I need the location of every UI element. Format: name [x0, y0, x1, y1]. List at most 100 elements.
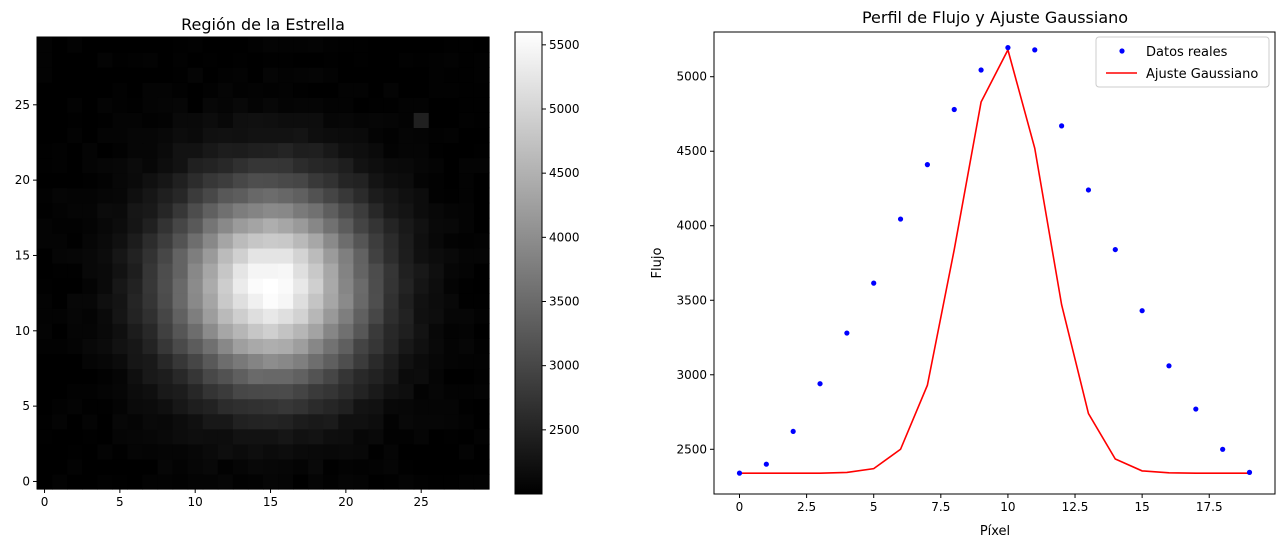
heatmap-cell: [428, 52, 445, 68]
heatmap-cell: [398, 172, 415, 189]
heatmap-cell: [187, 443, 204, 460]
heatmap-cell: [112, 157, 128, 174]
heatmap-cell: [278, 67, 294, 83]
heatmap-cell: [428, 458, 445, 475]
heatmap-cell: [172, 202, 189, 219]
heatmap-cell: [37, 383, 53, 400]
heatmap-cell: [473, 187, 490, 204]
heatmap-cell: [67, 202, 83, 219]
colorbar-gradient: [514, 31, 543, 495]
heatmap-cell: [443, 353, 460, 370]
heatmap-cell: [338, 368, 354, 385]
heatmap-cell: [142, 398, 159, 415]
heatmap-cell: [172, 383, 189, 400]
heatmap-cell: [247, 398, 264, 415]
heatmap-cell: [413, 458, 430, 475]
heatmap-cell: [157, 202, 174, 219]
heatmap-cell: [217, 338, 234, 354]
heatmap-cell: [383, 263, 400, 279]
heatmap-cell: [37, 413, 53, 430]
heatmap-cell: [458, 172, 475, 189]
heatmap-cell: [37, 202, 53, 219]
heatmap-cell: [232, 443, 249, 460]
heatmap-cell: [293, 247, 309, 264]
heatmap-cell: [142, 157, 159, 174]
heatmap-cell: [308, 398, 324, 415]
heatmap-cell: [458, 428, 475, 445]
heatmap-cell: [293, 202, 309, 219]
heatmap-cell: [82, 368, 98, 385]
heatmap-cell: [443, 323, 460, 339]
heatmap-cell: [247, 428, 264, 445]
heatmap-cell: [443, 398, 460, 415]
heatmap-cell: [142, 263, 159, 279]
heatmap-cell: [413, 172, 430, 189]
heatmap-cell: [82, 353, 98, 370]
heatmap-cell: [37, 247, 53, 264]
heatmap-cell: [323, 67, 339, 83]
heatmap-cell: [202, 82, 219, 98]
heatmap-cell: [458, 353, 475, 370]
heatmap-cell: [127, 52, 144, 68]
heatmap-cell: [308, 52, 324, 68]
legend-label-datos: Datos reales: [1146, 45, 1228, 60]
heatmap-cell: [368, 187, 385, 204]
heatmap-cell: [67, 473, 83, 490]
heatmap-cell: [82, 278, 98, 294]
heatmap-cell: [202, 97, 219, 113]
heatmap-cell: [37, 187, 53, 204]
heatmap-cell: [202, 323, 219, 339]
heatmap-cell: [323, 443, 339, 460]
heatmap-cell: [473, 278, 490, 294]
heatmap-cell: [473, 398, 490, 415]
heatmap-cell: [247, 37, 264, 53]
heatmap-cell: [263, 413, 279, 430]
heatmap-cell: [368, 263, 385, 279]
heatmap-cell: [217, 428, 234, 445]
heatmap-cell: [413, 338, 430, 354]
heatmap-cell: [67, 368, 83, 385]
heatmap-cell: [278, 37, 294, 53]
heatmap-cell: [383, 112, 400, 128]
heatmap-cell: [157, 157, 174, 174]
heatmap-cell: [278, 308, 294, 324]
heatmap-cell: [127, 263, 144, 279]
heatmap-cell: [338, 97, 354, 113]
heatmap-cell: [187, 413, 204, 430]
heatmap-cell: [278, 127, 294, 144]
heatmap-cell: [398, 127, 415, 144]
heatmap-cell: [97, 127, 113, 144]
heatmap-cells: [37, 37, 490, 490]
heatmap-cell: [157, 82, 174, 98]
heatmap-cell: [112, 473, 128, 490]
heatmap-cell: [202, 263, 219, 279]
series-line-ajuste-gaussiano: [739, 47, 1250, 474]
data-point-datos-reales: [1112, 246, 1118, 253]
heatmap-cell: [293, 97, 309, 113]
heatmap-cell: [97, 157, 113, 174]
heatmap-cell: [82, 97, 98, 113]
heatmap-cell: [247, 263, 264, 279]
heatmap-cell: [368, 383, 385, 400]
heatmap-cell: [187, 127, 204, 144]
heatmap-cell: [232, 172, 249, 189]
heatmap-cell: [368, 413, 385, 430]
heatmap-cell: [127, 428, 144, 445]
heatmap-cell: [232, 247, 249, 264]
heatmap-cell: [67, 172, 83, 189]
heatmap-cell: [443, 142, 460, 159]
heatmap-cell: [142, 247, 159, 264]
heatmap-cell: [473, 443, 490, 460]
heatmap-cell: [247, 217, 264, 234]
heatmap-cell: [172, 473, 189, 490]
heatmap-cell: [217, 52, 234, 68]
heatmap-cell: [112, 443, 128, 460]
heatmap-cell: [413, 368, 430, 385]
heatmap-cell: [308, 308, 324, 324]
heatmap-cell: [232, 353, 249, 370]
heatmap-cell: [37, 338, 53, 354]
heatmap-cell: [97, 142, 113, 159]
heatmap-cell: [323, 52, 339, 68]
heatmap-cell: [443, 217, 460, 234]
heatmap-cell: [323, 338, 339, 354]
